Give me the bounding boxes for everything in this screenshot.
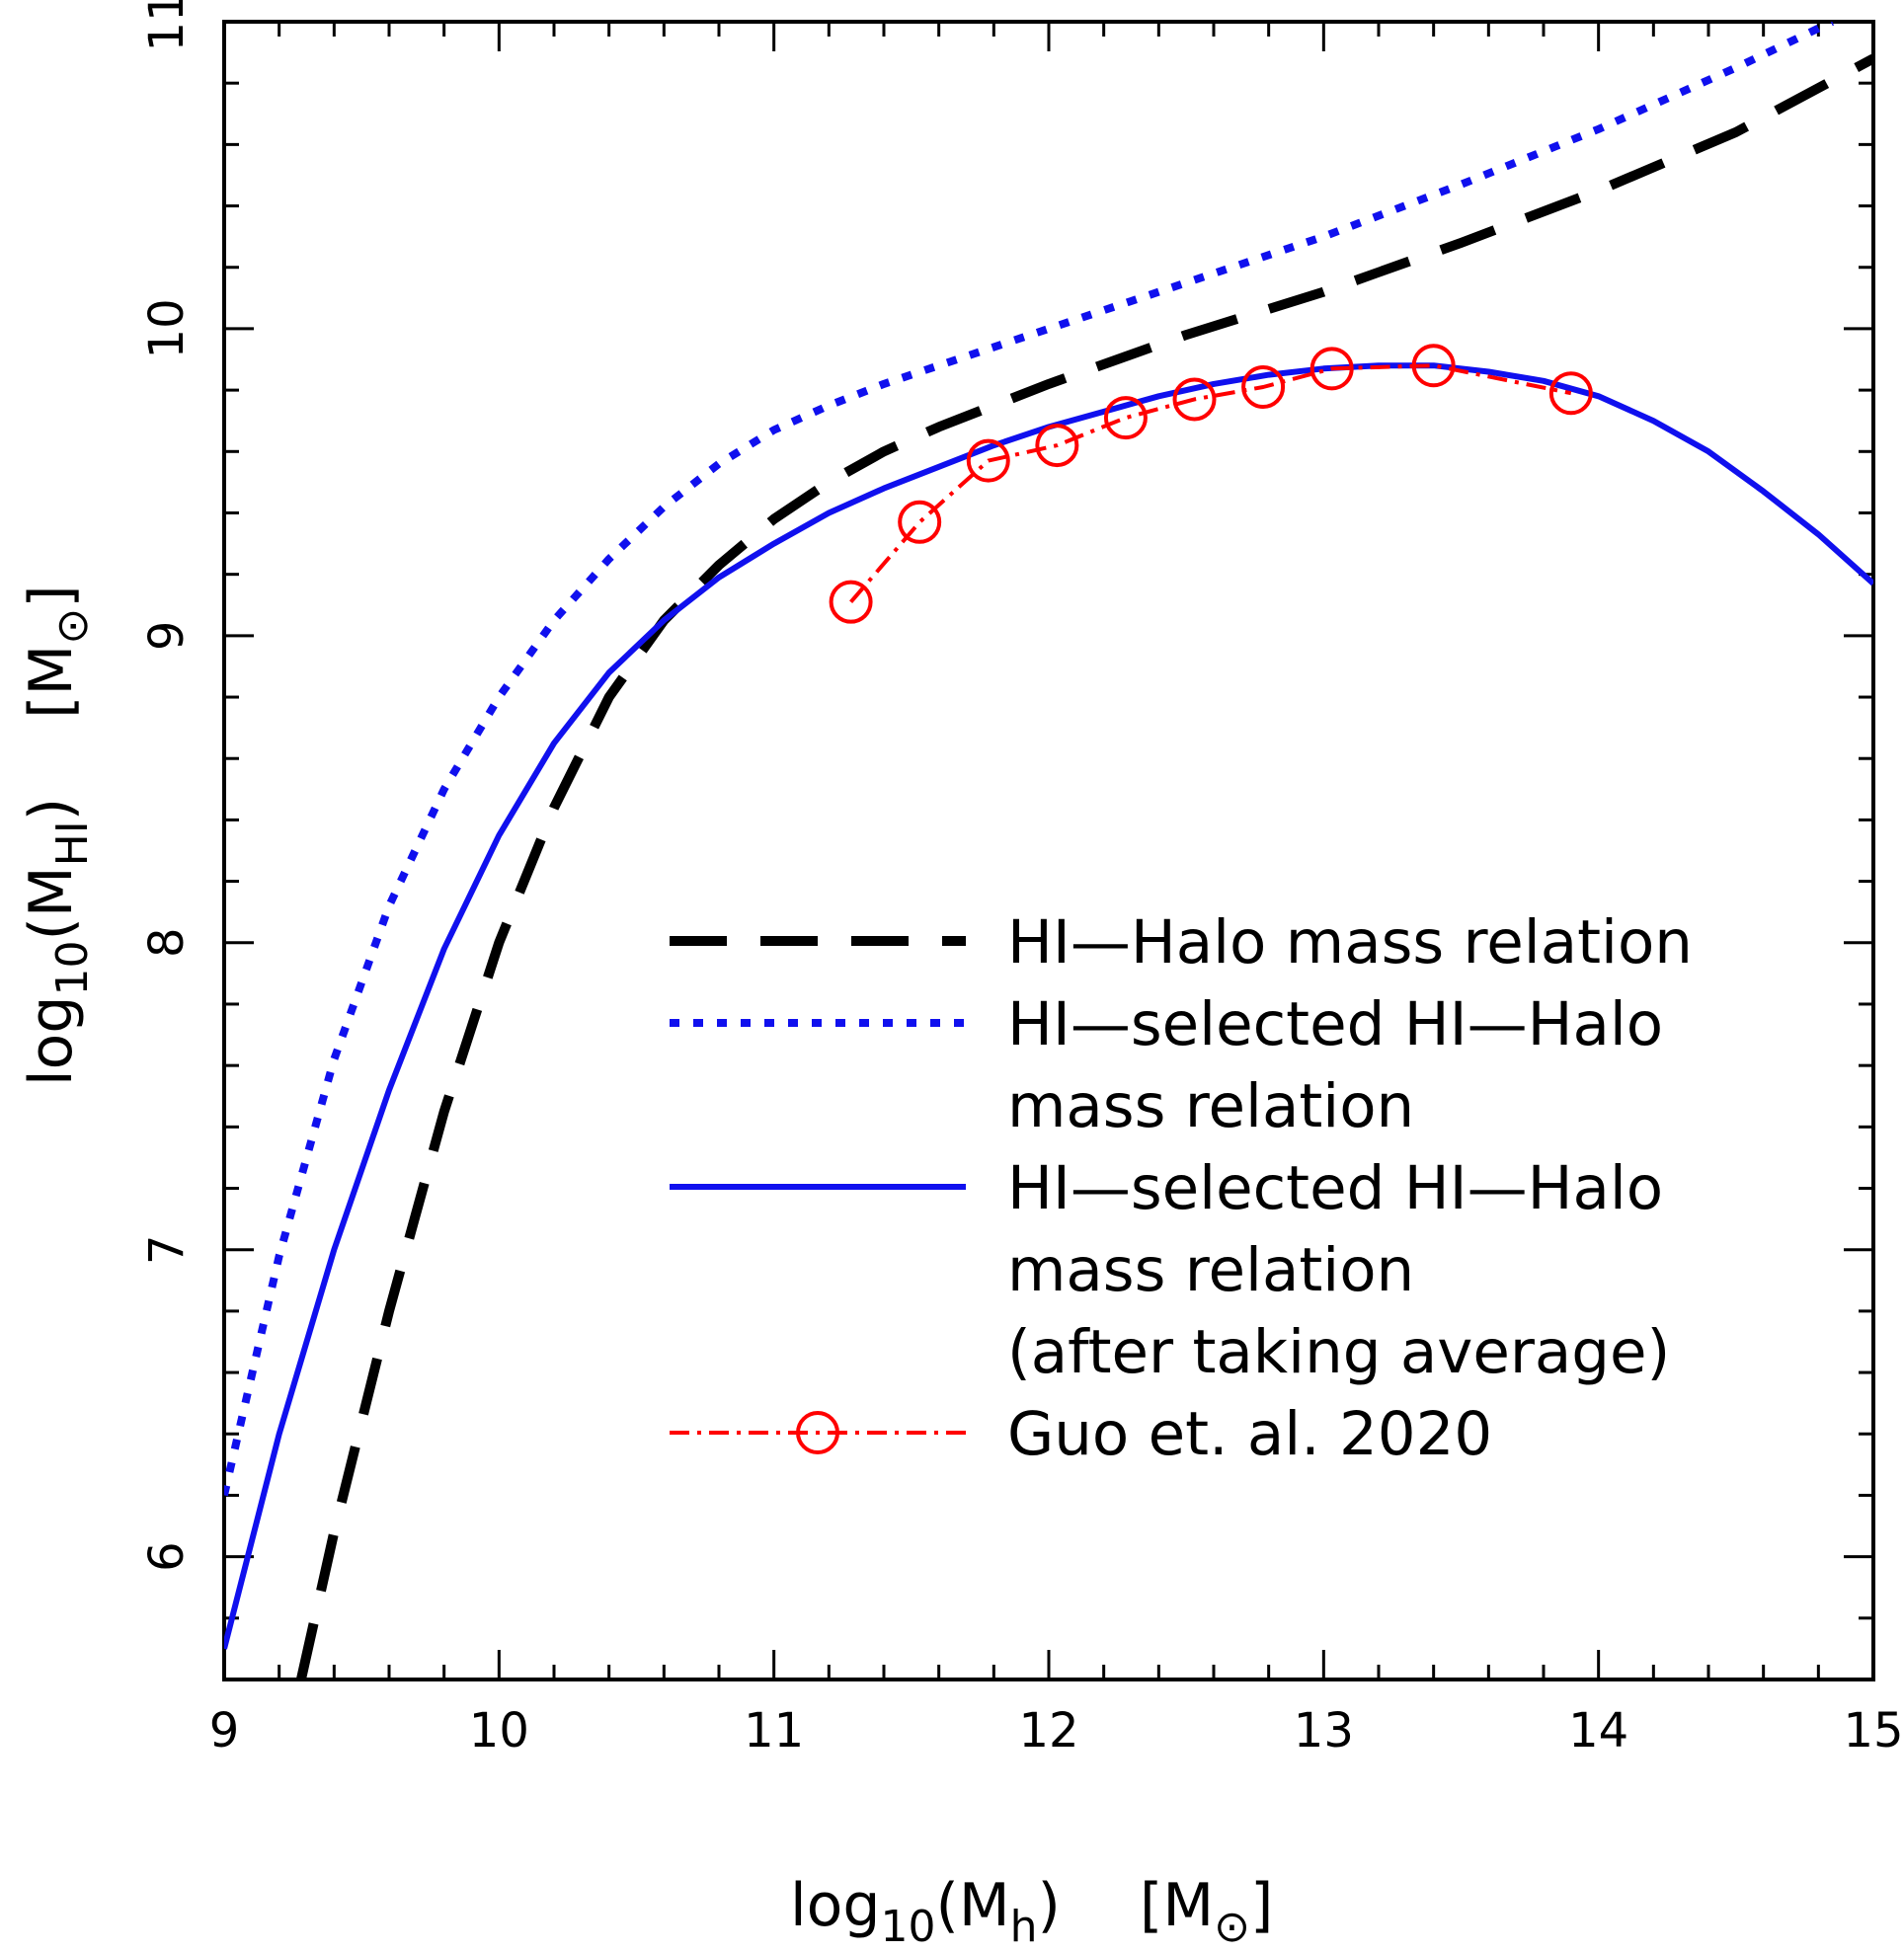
y-axis-title-open: (M <box>17 866 86 940</box>
x-tick-label: 11 <box>744 1703 804 1758</box>
y-tick-label: 6 <box>139 1541 195 1572</box>
series-line-0 <box>296 53 1873 1680</box>
y-axis-title-close: ) <box>17 798 86 820</box>
legend-label-2: HI—selected HI—Halo <box>1007 1153 1663 1223</box>
y-axis-title: log10(MHI) [M⊙] <box>17 585 98 1086</box>
y-tick-label: 8 <box>139 928 195 959</box>
x-axis-title-unit: [M <box>1140 1871 1214 1940</box>
x-tick-label: 12 <box>1018 1703 1078 1758</box>
data-point-marker <box>1172 377 1217 422</box>
axis-tick-labels: 9 10 11 12 13 14 15 6 7 8 9 10 11 <box>139 0 1904 1758</box>
y-tick-label: 10 <box>139 298 195 358</box>
data-point-marker <box>1309 347 1354 391</box>
sun-symbol-icon: ⊙ <box>47 608 98 645</box>
x-tick-label: 15 <box>1843 1703 1903 1758</box>
x-tick-label: 14 <box>1568 1703 1628 1758</box>
y-tick-label: 9 <box>139 621 195 652</box>
data-point-marker <box>1548 371 1593 416</box>
data-point-marker <box>829 580 873 624</box>
y-tick-label: 7 <box>139 1234 195 1265</box>
y-axis-title-log-sub: 10 <box>47 941 98 996</box>
x-axis-title-unit-close: ] <box>1250 1871 1273 1940</box>
data-point-marker <box>898 500 942 544</box>
legend-label-2: (after taking average) <box>1007 1317 1670 1387</box>
legend: HI—Halo mass relation HI—selected HI—Halo… <box>670 907 1693 1469</box>
data-point-marker <box>1241 365 1286 410</box>
y-tick-label: 11 <box>139 0 195 52</box>
axis-ticks <box>222 20 1875 1681</box>
x-axis-title-var-sub: h <box>1010 1902 1038 1952</box>
y-axis-title-unit: [M <box>17 645 86 719</box>
legend-label-1: mass relation <box>1007 1071 1414 1141</box>
legend-label-3: Guo et. al. 2020 <box>1007 1399 1492 1469</box>
x-axis-title-log: log <box>790 1871 880 1940</box>
data-point-marker <box>1103 396 1148 440</box>
y-axis-title-var-sub: HI <box>47 820 98 866</box>
x-axis-title-open: (M <box>935 1871 1009 1940</box>
series-line-3 <box>849 363 1572 604</box>
x-tick-label: 13 <box>1294 1703 1354 1758</box>
x-axis-title-close: ) <box>1038 1871 1061 1940</box>
legend-label-1: HI—selected HI—Halo <box>1007 989 1663 1059</box>
data-point-marker <box>1411 344 1456 388</box>
x-tick-label: 9 <box>209 1703 240 1758</box>
x-axis-title: log10(Mh) [M⊙] <box>790 1871 1273 1952</box>
legend-marker <box>796 1411 839 1454</box>
legend-label-0: HI—Halo mass relation <box>1007 907 1693 977</box>
data-point-marker <box>1035 424 1079 468</box>
legend-label-2: mass relation <box>1007 1235 1414 1305</box>
y-axis-title-log: log <box>17 996 86 1086</box>
series-layer <box>224 22 1873 1680</box>
y-axis-title-unit-close: ] <box>17 585 86 607</box>
x-tick-label: 10 <box>469 1703 529 1758</box>
sun-symbol-icon: ⊙ <box>1214 1902 1250 1952</box>
x-axis-title-log-sub: 10 <box>880 1902 935 1952</box>
data-point-marker <box>966 438 1010 483</box>
